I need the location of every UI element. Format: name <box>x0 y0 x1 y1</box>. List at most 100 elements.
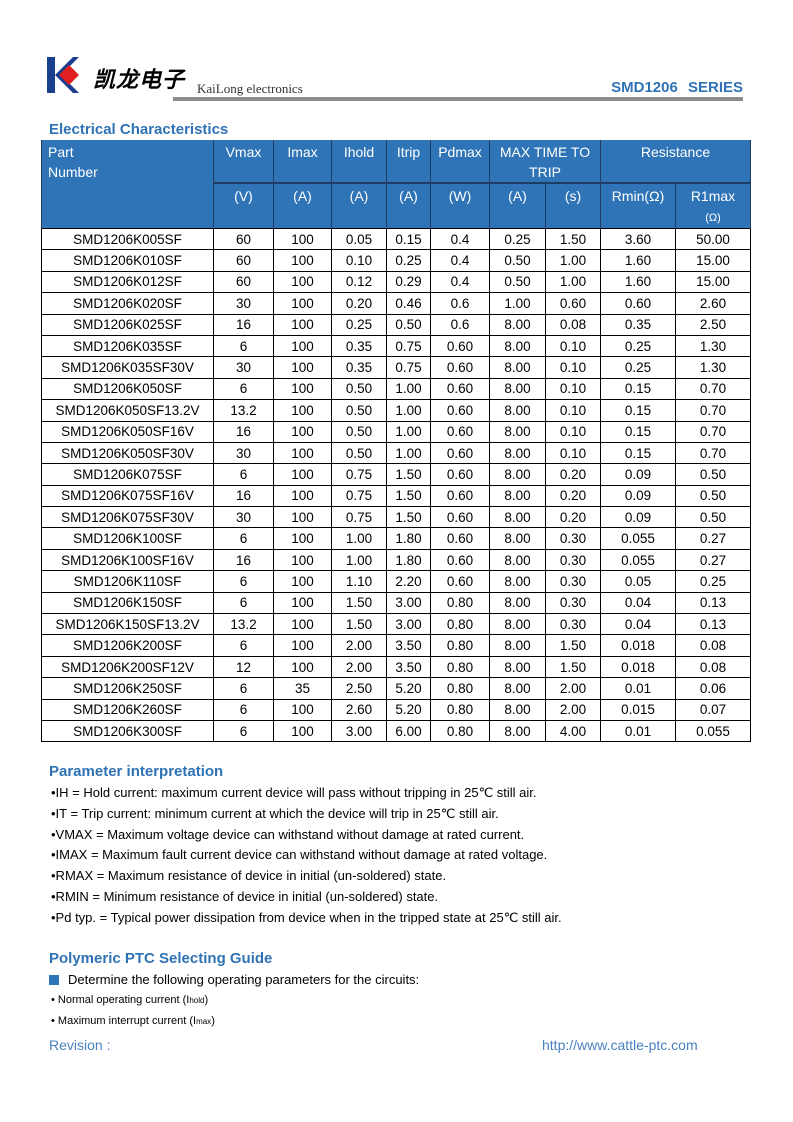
guide-heading: Polymeric PTC Selecting Guide <box>49 950 273 967</box>
value-cell: 16 <box>213 484 274 508</box>
value-cell: 0.60 <box>430 334 490 358</box>
value-cell: 16 <box>213 548 274 572</box>
value-cell: 0.055 <box>600 548 676 572</box>
value-cell: 0.60 <box>430 570 490 593</box>
website-link[interactable]: http://www.cattle-ptc.com <box>542 1037 698 1053</box>
value-cell: 0.50 <box>675 463 751 486</box>
value-cell: 0.08 <box>675 655 751 679</box>
value-cell: 8.00 <box>489 570 546 593</box>
guide-item-max: • Maximum interrupt current (Imax) <box>51 1015 215 1027</box>
value-cell: 0.25 <box>489 227 546 251</box>
value-cell: 100 <box>273 698 332 721</box>
table-row: SMD1206K035SF30V 30 100 0.35 0.75 0.60 8.00 0.1… <box>41 356 751 379</box>
value-cell: 0.13 <box>675 613 751 636</box>
table-row: SMD1206K010SF 60 100 0.10 0.25 0.4 0.50 1.00 1.6… <box>41 249 751 272</box>
value-cell: 0.80 <box>430 613 490 636</box>
unit-a: (A) <box>273 182 332 229</box>
value-cell: 6.00 <box>386 719 431 743</box>
table-row: SMD1206K050SF13.2V 13.2 100 0.50 1.00 0.60 8.0… <box>41 399 751 422</box>
value-cell: 6 <box>213 463 274 486</box>
value-cell: 0.60 <box>430 506 490 529</box>
value-cell: 0.10 <box>545 420 601 443</box>
value-cell: 0.01 <box>600 677 676 700</box>
value-cell: 8.00 <box>489 356 546 379</box>
value-cell: 0.10 <box>545 399 601 422</box>
value-cell: 0.70 <box>675 441 751 465</box>
value-cell: 1.00 <box>489 292 546 315</box>
value-cell: 15.00 <box>675 249 751 272</box>
value-cell: 0.30 <box>545 613 601 636</box>
header-pdmax: Pdmax <box>430 140 490 183</box>
value-cell: 3.00 <box>331 719 387 743</box>
parameter-item: •VMAX = Maximum voltage device can withs… <box>51 826 525 842</box>
value-cell: 1.50 <box>545 655 601 679</box>
value-cell: 0.70 <box>675 377 751 401</box>
value-cell: 8.00 <box>489 527 546 550</box>
kailong-logo-icon <box>47 57 79 93</box>
value-cell: 0.30 <box>545 548 601 572</box>
value-cell: 0.15 <box>600 441 676 465</box>
value-cell: 0.75 <box>386 356 431 379</box>
value-cell: 2.00 <box>331 634 387 657</box>
part-number-cell: SMD1206K010SF <box>41 249 214 272</box>
value-cell: 30 <box>213 356 274 379</box>
value-cell: 0.50 <box>489 249 546 272</box>
unit-s: (s) <box>545 182 601 229</box>
value-cell: 100 <box>273 313 332 336</box>
value-cell: 8.00 <box>489 399 546 422</box>
part-number-cell: SMD1206K050SF16V <box>41 420 214 443</box>
value-cell: 1.50 <box>386 484 431 508</box>
value-cell: 1.60 <box>600 270 676 294</box>
value-cell: 0.6 <box>430 313 490 336</box>
value-cell: 0.09 <box>600 506 676 529</box>
value-cell: 0.10 <box>545 334 601 358</box>
value-cell: 0.4 <box>430 227 490 251</box>
value-cell: 8.00 <box>489 420 546 443</box>
electrical-table: Part Number Vmax Imax Ihold Itrip Pdmax M… <box>41 140 751 743</box>
part-number-cell: SMD1206K075SF16V <box>41 484 214 508</box>
part-number-cell: SMD1206K100SF16V <box>41 548 214 572</box>
part-number-cell: SMD1206K035SF30V <box>41 356 214 379</box>
guide-lead: Determine the following operating parame… <box>49 972 419 987</box>
value-cell: 0.04 <box>600 613 676 636</box>
value-cell: 6 <box>213 719 274 743</box>
table-row: SMD1206K020SF 30 100 0.20 0.46 0.6 1.00 0.60 0.6… <box>41 292 751 315</box>
part-number-cell: SMD1206K110SF <box>41 570 214 593</box>
value-cell: 8.00 <box>489 313 546 336</box>
value-cell: 1.60 <box>600 249 676 272</box>
value-cell: 1.00 <box>545 249 601 272</box>
value-cell: 1.00 <box>386 420 431 443</box>
value-cell: 100 <box>273 334 332 358</box>
value-cell: 0.60 <box>430 356 490 379</box>
value-cell: 0.35 <box>331 356 387 379</box>
value-cell: 100 <box>273 484 332 508</box>
value-cell: 0.50 <box>331 399 387 422</box>
part-number-cell: SMD1206K050SF <box>41 377 214 401</box>
part-number-cell: SMD1206K075SF <box>41 463 214 486</box>
value-cell: 0.60 <box>430 399 490 422</box>
value-cell: 3.50 <box>386 634 431 657</box>
part-number-cell: SMD1206K250SF <box>41 677 214 700</box>
table-row: SMD1206K100SF16V 16 100 1.00 1.80 0.60 8.00 0.3… <box>41 548 751 572</box>
value-cell: 0.20 <box>545 484 601 508</box>
value-cell: 0.09 <box>600 484 676 508</box>
value-cell: 0.46 <box>386 292 431 315</box>
header-ihold: Ihold <box>331 140 387 183</box>
value-cell: 0.29 <box>386 270 431 294</box>
part-number-cell: SMD1206K260SF <box>41 698 214 721</box>
value-cell: 0.30 <box>545 570 601 593</box>
unit-w: (W) <box>430 182 490 229</box>
value-cell: 60 <box>213 227 274 251</box>
part-number-cell: SMD1206K300SF <box>41 719 214 743</box>
value-cell: 1.50 <box>386 506 431 529</box>
part-number-cell: SMD1206K200SF12V <box>41 655 214 679</box>
parameter-item: •RMIN = Minimum resistance of device in … <box>51 889 439 904</box>
unit-a: (A) <box>489 182 546 229</box>
parameter-item: •RMAX = Maximum resistance of device in … <box>51 868 447 884</box>
revision-label: Revision : <box>49 1037 111 1053</box>
value-cell: 0.018 <box>600 634 676 657</box>
value-cell: 8.00 <box>489 506 546 529</box>
value-cell: 5.20 <box>386 698 431 721</box>
value-cell: 0.80 <box>430 634 490 657</box>
value-cell: 0.60 <box>430 441 490 465</box>
